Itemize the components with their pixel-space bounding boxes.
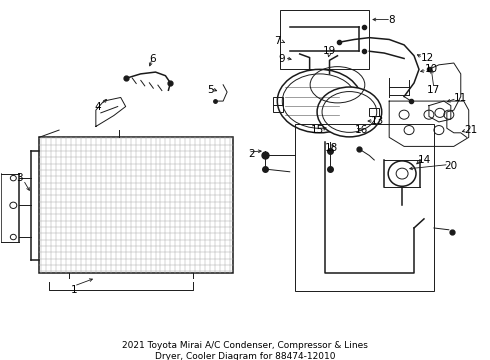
Text: 6: 6 [149,54,156,64]
Bar [273,98,283,105]
Text: 7: 7 [274,36,281,46]
Text: 19: 19 [323,46,336,56]
Bar [280,10,369,69]
Text: 12: 12 [420,53,434,63]
Bar [294,124,434,291]
Text: 18: 18 [325,143,338,153]
Text: 1: 1 [71,285,77,294]
Text: 8: 8 [388,14,394,24]
Text: 20: 20 [444,161,457,171]
Bar [273,105,283,112]
Text: 14: 14 [417,155,431,165]
Bar [39,137,233,273]
Text: 11: 11 [454,93,467,103]
Text: 9: 9 [278,54,285,64]
Text: 2021 Toyota Mirai A/C Condenser, Compressor & Lines
Dryer, Cooler Diagram for 88: 2021 Toyota Mirai A/C Condenser, Compres… [122,341,368,360]
Text: 4: 4 [95,103,101,112]
Text: 10: 10 [424,64,438,75]
Bar [369,108,379,116]
Text: 13: 13 [370,116,384,126]
Text: 16: 16 [355,125,368,135]
Ellipse shape [317,87,382,137]
Text: 21: 21 [464,125,477,135]
Text: 17: 17 [427,85,441,95]
Text: 5: 5 [207,85,214,95]
Text: 15: 15 [311,125,324,135]
Text: 3: 3 [16,173,23,183]
Text: 2: 2 [248,149,255,159]
Ellipse shape [277,69,362,133]
